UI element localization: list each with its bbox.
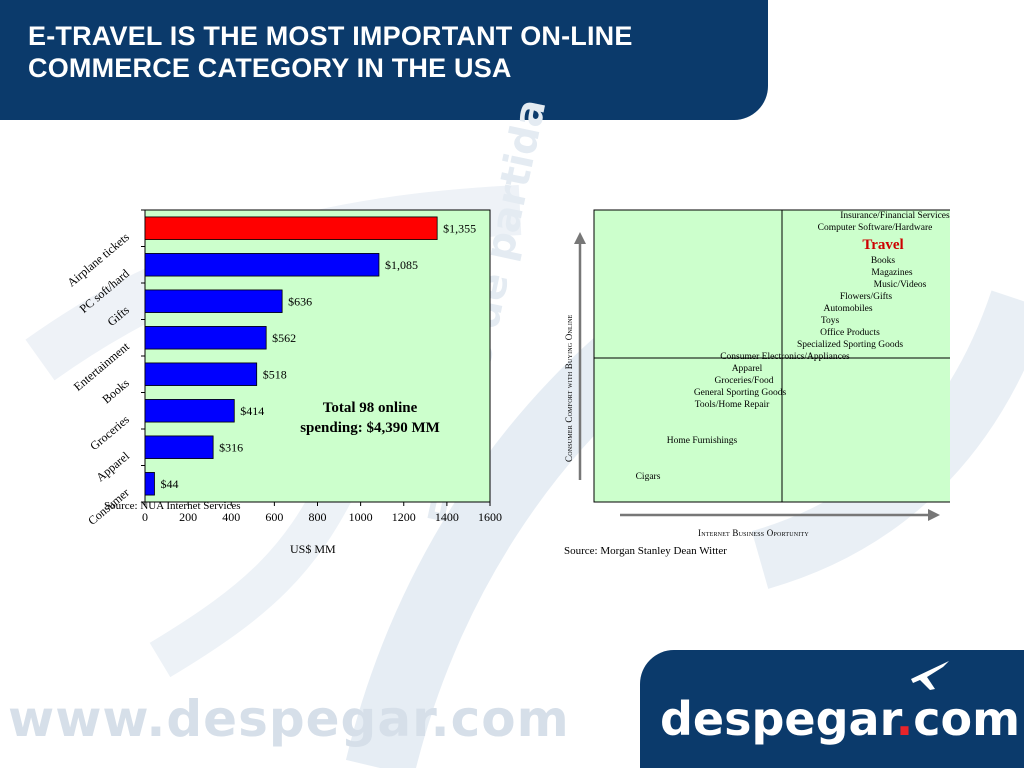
logo[interactable]: despegar.com <box>660 692 1020 746</box>
matrix-item: General Sporting Goods <box>694 388 787 398</box>
page-title: E-TRAVEL IS THE MOST IMPORTANT ON-LINE C… <box>28 21 633 83</box>
x-tick-label: 400 <box>222 510 240 524</box>
x-tick-label: 1200 <box>392 510 416 524</box>
matrix-item: Magazines <box>871 268 912 278</box>
matrix-item: Books <box>871 256 896 266</box>
matrix-item: Cigars <box>636 472 661 482</box>
bar-value-label: $562 <box>272 331 296 345</box>
category-label: Apparel <box>93 448 132 484</box>
bar-value-label: $44 <box>160 477 178 491</box>
matrix-y-axis-label: Consumer Comfort with Buying Online <box>564 314 574 462</box>
x-axis-arrow-head <box>928 509 940 521</box>
matrix-item: Music/Videos <box>874 280 927 290</box>
logo-panel <box>640 650 1024 768</box>
matrix-item: Insurance/Financial Services <box>840 211 950 221</box>
category-label: Groceries <box>87 412 132 453</box>
watermark-url: www.despegar.com <box>8 690 570 748</box>
category-label: Books <box>99 376 132 407</box>
bar <box>144 253 380 277</box>
matrix-item-highlight: Travel <box>862 237 903 253</box>
x-tick-label: 0 <box>142 510 148 524</box>
header-banner: E-TRAVEL IS THE MOST IMPORTANT ON-LINE C… <box>0 0 768 120</box>
x-tick-label: 800 <box>309 510 327 524</box>
x-tick-label: 1000 <box>349 510 373 524</box>
matrix-source: Source: Morgan Stanley Dean Witter <box>564 545 727 557</box>
matrix-item: Computer Software/Hardware <box>818 222 933 233</box>
matrix-item: Automobiles <box>823 304 872 314</box>
matrix-item: Office Products <box>820 327 880 338</box>
bar-value-label: $636 <box>288 294 312 308</box>
bar-chart-x-axis-label: US$ MM <box>290 542 336 556</box>
bar-value-label: $1,085 <box>385 258 418 272</box>
matrix-item: Specialized Sporting Goods <box>797 340 903 350</box>
matrix-item: Groceries/Food <box>714 376 773 386</box>
matrix-item: Flowers/Gifts <box>840 291 893 302</box>
bar <box>144 216 438 240</box>
matrix-x-axis-label: Internet Business Oportunity <box>698 528 809 538</box>
y-axis-arrow-head <box>574 232 586 244</box>
matrix-item: Apparel <box>732 364 763 374</box>
x-tick-label: 200 <box>179 510 197 524</box>
bar <box>144 399 235 423</box>
x-tick-label: 1400 <box>435 510 459 524</box>
bar-value-label: $1,355 <box>443 221 476 235</box>
logo-dot: . <box>895 692 914 746</box>
bar <box>144 435 214 459</box>
logo-name: despegar <box>660 692 896 746</box>
bar <box>144 289 283 313</box>
x-tick-label: 600 <box>265 510 283 524</box>
logo-suffix: com <box>913 692 1021 746</box>
airplane-icon <box>911 661 949 690</box>
bar <box>144 362 258 386</box>
bar <box>144 472 155 496</box>
matrix-item: Consumer Electronics/Appliances <box>720 352 850 362</box>
matrix-item: Home Furnishings <box>667 436 738 446</box>
matrix-item: Tools/Home Repair <box>695 400 770 410</box>
bar-chart-source: Source: NUA Internet Services <box>104 500 241 512</box>
bar-value-label: $316 <box>219 440 243 454</box>
matrix-item: Toys <box>821 316 840 326</box>
bar-value-label: $518 <box>263 367 287 381</box>
category-label: Gifts <box>105 303 133 329</box>
total-annotation: Total 98 online spending: $4,390 MM <box>300 400 440 436</box>
bar <box>144 326 267 350</box>
x-tick-label: 1600 <box>478 510 502 524</box>
matrix-area <box>593 209 950 503</box>
bar-value-label: $414 <box>240 404 264 418</box>
